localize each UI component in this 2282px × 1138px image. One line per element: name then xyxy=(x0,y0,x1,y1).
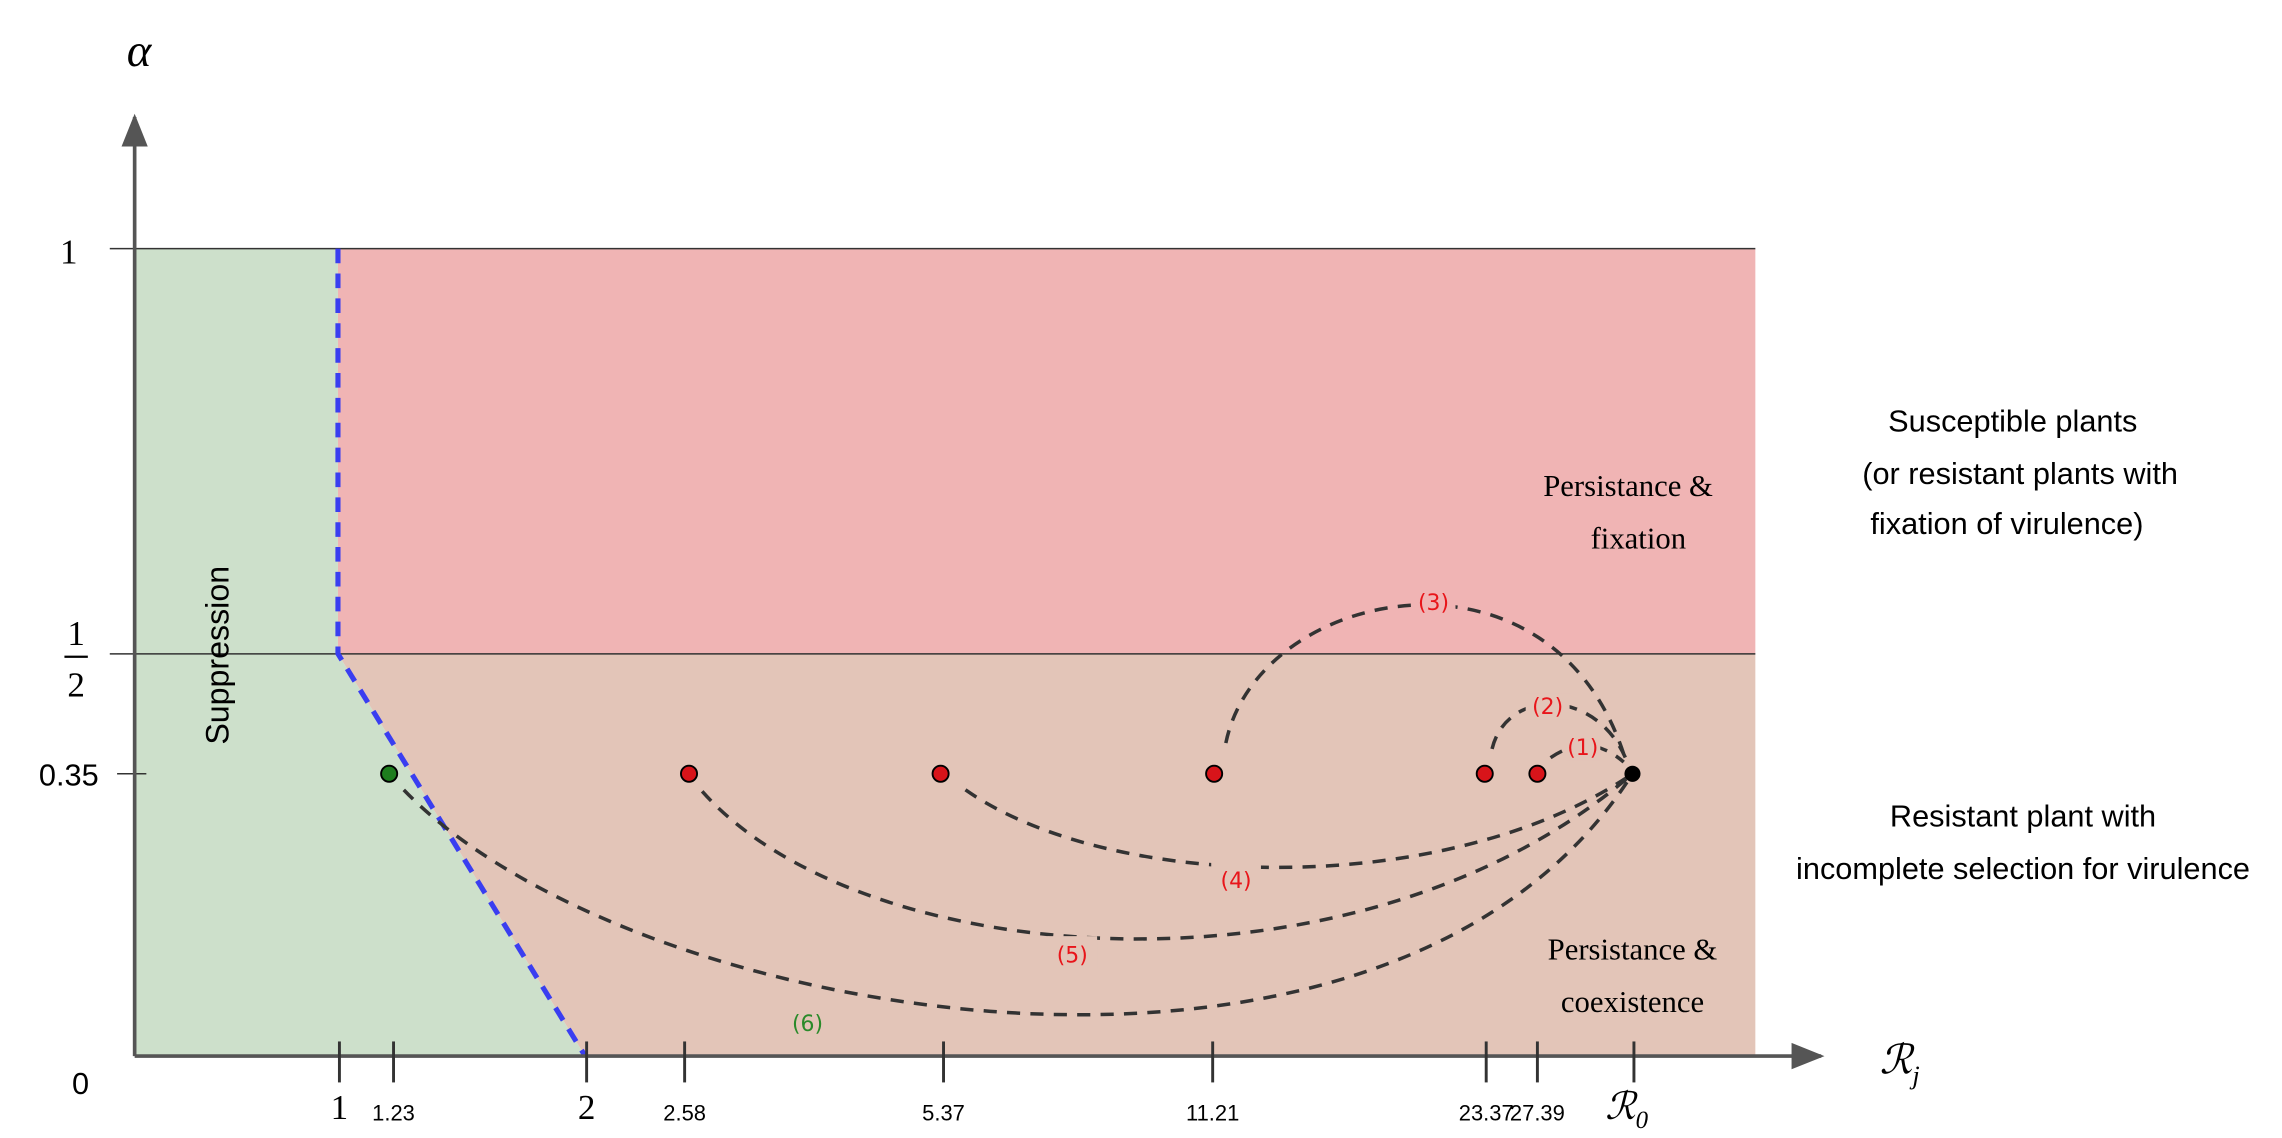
y-tick-label: 1 xyxy=(67,614,85,653)
x-axis-symbol: ℛ xyxy=(1880,1038,1916,1083)
x-tick-label: 2.58 xyxy=(663,1100,706,1125)
label-bg xyxy=(782,1004,833,1038)
label-bg xyxy=(1411,585,1456,618)
point xyxy=(1528,764,1547,783)
path-label: (1) xyxy=(1567,736,1598,761)
point xyxy=(1475,764,1494,783)
path-arc xyxy=(1549,743,1625,764)
label-bg xyxy=(1565,734,1601,761)
y-tick-label: 1 xyxy=(60,232,78,271)
y-tick-label: 0 xyxy=(72,1066,89,1101)
side-note: fixation of virulence) xyxy=(1870,506,2143,541)
x-tick-label: 11.21 xyxy=(1186,1100,1239,1125)
path-label: (6) xyxy=(792,1012,823,1037)
suppression-region xyxy=(134,248,586,1057)
path-arc xyxy=(964,772,1634,870)
region-label: Persistance & xyxy=(1543,469,1713,503)
r0-subscript: 0 xyxy=(1636,1107,1649,1134)
point xyxy=(380,764,399,783)
region-label: Persistance & xyxy=(1548,933,1718,967)
side-note: Resistant plant with xyxy=(1890,798,2156,833)
x-axis-label: ℛj xyxy=(1880,1038,1920,1090)
x-tick-label: 27.39 xyxy=(1510,1100,1565,1125)
fixation-region xyxy=(337,248,1756,654)
x-tick-label: 5.37 xyxy=(922,1100,965,1125)
coexistence-region xyxy=(337,653,1756,1057)
side-note: (or resistant plants with xyxy=(1862,456,2178,491)
label-bg xyxy=(1211,861,1261,894)
region-label: coexistence xyxy=(1561,985,1704,1019)
y-tick-label: 2 xyxy=(67,665,85,704)
label-bg xyxy=(1047,936,1098,969)
boundary xyxy=(335,248,588,1058)
r0-symbol: ℛ xyxy=(1605,1086,1638,1128)
region-label: fixation xyxy=(1591,522,1686,556)
x-tick-label: 2 xyxy=(578,1088,596,1127)
label-bg xyxy=(1525,693,1570,720)
x-tick-label: ℛ0 xyxy=(1605,1086,1648,1134)
side-note: Susceptible plants xyxy=(1888,404,2137,439)
path-arc xyxy=(700,772,1634,941)
suppression-label: Suppression xyxy=(199,566,235,745)
path-label: (3) xyxy=(1418,591,1449,616)
y-tick-label: 0.35 xyxy=(39,757,99,792)
path-label: (4) xyxy=(1221,869,1252,894)
side-note: incomplete selection for virulence xyxy=(1796,851,2250,886)
point xyxy=(1205,764,1224,783)
path-arc xyxy=(402,772,1634,1017)
point xyxy=(931,764,950,783)
x-tick-label: 1 xyxy=(331,1088,349,1127)
x-tick-label: 23.37 xyxy=(1459,1100,1514,1125)
point xyxy=(680,764,699,783)
path-label: (2) xyxy=(1532,695,1563,720)
point xyxy=(1624,765,1641,782)
path-label: (5) xyxy=(1057,943,1088,968)
x-axis-subscript: j xyxy=(1909,1061,1919,1090)
y-axis-label: α xyxy=(127,25,153,77)
x-tick-label: 1.23 xyxy=(372,1100,415,1125)
